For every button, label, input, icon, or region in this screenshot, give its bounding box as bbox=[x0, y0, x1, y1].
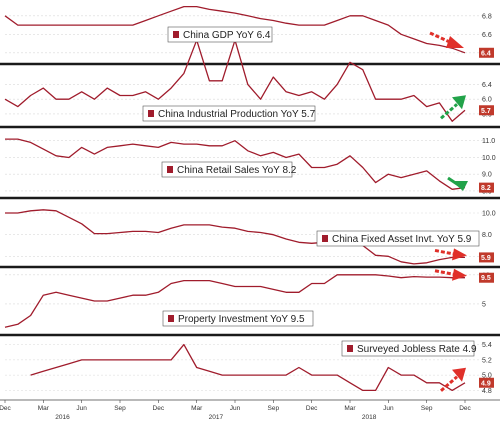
y-tick-label: 5.0 bbox=[482, 373, 492, 380]
x-tick-label: Sep bbox=[114, 405, 126, 412]
legend-box bbox=[162, 310, 314, 327]
legend-label: China Retail Sales YoY 8.2 bbox=[177, 165, 297, 176]
last-value-label: 4.9 bbox=[481, 380, 491, 387]
legends: China GDP YoY 6.4 China Industrial Produc… bbox=[142, 26, 480, 357]
trend-arrows bbox=[429, 31, 468, 392]
y-tick-label: 9.0 bbox=[482, 172, 492, 179]
legend-label: China GDP YoY 6.4 bbox=[183, 30, 271, 41]
legend-label: Property Investment YoY 9.5 bbox=[178, 314, 305, 325]
legend-swatch bbox=[167, 166, 173, 173]
y-axis: 6.86.66.46.46.05.611.010.09.08.010.08.06… bbox=[482, 13, 496, 395]
last-value-badge bbox=[479, 47, 494, 58]
x-tick-label: Jun bbox=[230, 405, 241, 412]
legend-box bbox=[341, 340, 475, 357]
y-tick-label: 6.0 bbox=[482, 97, 492, 104]
x-tick-label: Dec bbox=[153, 405, 165, 412]
series-line bbox=[4, 5, 466, 54]
last-value-label: 9.5 bbox=[481, 275, 491, 282]
series-line bbox=[30, 343, 466, 392]
x-tick-label: Sep bbox=[421, 405, 433, 412]
panel-separators bbox=[0, 62, 500, 337]
y-tick-label: 5.4 bbox=[482, 342, 492, 349]
trend-arrow-up bbox=[440, 95, 466, 120]
last-value-labels: 6.4 5.7 8.2 5.9 9.5 4.9 bbox=[479, 47, 494, 388]
x-year-label: 2016 bbox=[55, 414, 70, 421]
legend-swatch bbox=[148, 110, 154, 117]
trend-arrow-down bbox=[429, 31, 464, 48]
legend-label: Surveyed Jobless Rate 4.9 bbox=[357, 344, 477, 355]
x-axis: Dec Mar Jun Sep Dec Mar Jun Sep Dec Mar Jun Sep Dec 2… bbox=[0, 399, 500, 421]
legend-box bbox=[142, 105, 316, 122]
legend-swatch bbox=[173, 31, 179, 38]
last-value-badge bbox=[479, 182, 494, 193]
legend-box bbox=[161, 161, 293, 178]
trend-arrow-up bbox=[440, 367, 466, 392]
x-tick-label: Sep bbox=[268, 405, 280, 412]
x-tick-label: Dec bbox=[459, 405, 471, 412]
last-value-badge bbox=[479, 252, 494, 263]
series-line bbox=[4, 274, 465, 328]
series-line bbox=[5, 138, 466, 190]
x-year-label: 2018 bbox=[362, 414, 377, 421]
y-tick-label: 11.0 bbox=[482, 138, 495, 145]
series-line bbox=[5, 209, 465, 265]
y-tick-label: 5.2 bbox=[482, 357, 492, 364]
y-tick-label: 6.6 bbox=[482, 32, 492, 39]
y-tick-label: 8.0 bbox=[482, 232, 492, 239]
x-tick-label: Mar bbox=[344, 405, 356, 412]
trend-arrow-down bbox=[447, 176, 468, 191]
trend-arrow-right bbox=[434, 268, 467, 281]
x-tick-label: Jun bbox=[76, 405, 87, 412]
y-tick-label: 10.0 bbox=[482, 211, 496, 218]
y-tick-label: 5 bbox=[482, 301, 486, 308]
y-tick-label: 4.8 bbox=[482, 388, 492, 395]
y-tick-label: 6.8 bbox=[482, 13, 492, 20]
legend-label: China Industrial Production YoY 5.7 bbox=[158, 109, 316, 120]
last-value-label: 5.9 bbox=[481, 255, 491, 262]
x-tick-label: Mar bbox=[191, 405, 203, 412]
legend-swatch bbox=[347, 345, 353, 352]
y-tick-label: 10.0 bbox=[482, 155, 496, 162]
x-year-label: 2017 bbox=[209, 414, 224, 421]
x-tick-label: Mar bbox=[38, 405, 50, 412]
last-value-label: 8.2 bbox=[481, 185, 491, 192]
legend-box bbox=[167, 26, 273, 43]
trend-arrow-right bbox=[434, 248, 467, 261]
series-lines bbox=[4, 5, 466, 392]
x-tick-label: Dec bbox=[0, 405, 12, 412]
y-tick-label: 6.4 bbox=[482, 82, 492, 89]
last-value-badge bbox=[479, 377, 494, 388]
legend-swatch bbox=[168, 315, 174, 322]
last-value-badge bbox=[479, 272, 494, 283]
x-tick-label: Dec bbox=[306, 405, 318, 412]
legend-label: China Fixed Asset Invt. YoY 5.9 bbox=[332, 234, 472, 245]
last-value-label: 5.7 bbox=[481, 108, 491, 115]
last-value-label: 6.4 bbox=[481, 50, 491, 57]
legend-box bbox=[316, 230, 480, 247]
x-tick-label: Jun bbox=[383, 405, 394, 412]
legend-swatch bbox=[322, 235, 328, 242]
last-value-badge bbox=[479, 105, 494, 116]
